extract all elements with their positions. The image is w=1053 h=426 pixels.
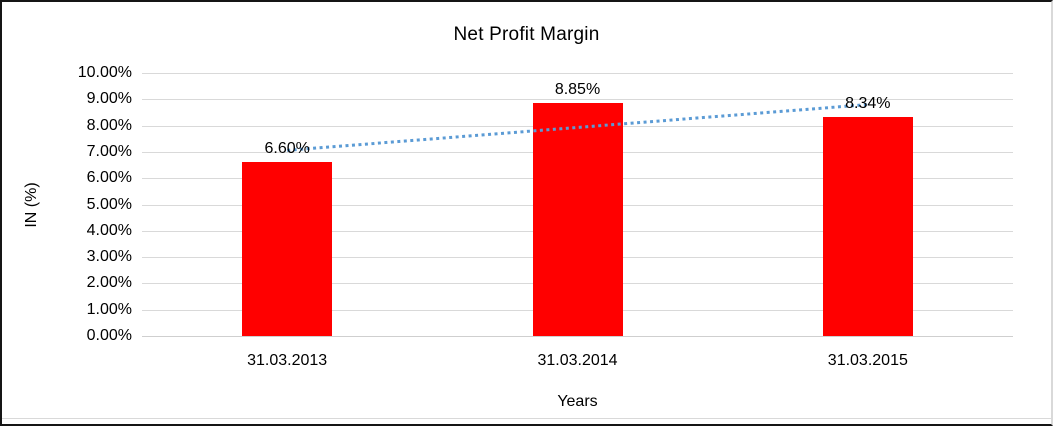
y-tick-label: 9.00% — [86, 90, 132, 108]
x-axis-title: Years — [557, 393, 598, 410]
chart-border-line — [2, 418, 1051, 419]
y-tick-label: 5.00% — [86, 195, 132, 213]
x-tick-label: 31.03.2014 — [537, 352, 618, 369]
y-tick-label: 1.00% — [86, 300, 132, 318]
x-tick-label: 31.03.2013 — [247, 352, 328, 369]
bar-31.03.2013 — [242, 162, 333, 336]
x-axis-line — [142, 336, 1013, 337]
y-tick-label: 4.00% — [86, 221, 132, 239]
y-tick-label: 7.00% — [86, 142, 132, 160]
bar-31.03.2015 — [822, 116, 913, 336]
bar-31.03.2014 — [532, 103, 623, 336]
data-label: 6.60% — [264, 140, 310, 158]
gridline — [142, 73, 1013, 74]
y-tick-label: 3.00% — [86, 248, 132, 266]
y-tick-label: 0.00% — [86, 327, 132, 344]
y-tick-label: 2.00% — [86, 274, 132, 292]
y-tick-label: 8.00% — [86, 116, 132, 134]
data-label: 8.34% — [845, 94, 891, 112]
y-tick-label: 6.00% — [86, 169, 132, 187]
data-label: 8.85% — [554, 81, 601, 99]
gridline — [142, 99, 1013, 101]
chart-title: Net Profit Margin — [453, 24, 600, 45]
plot-area: 6.60% 8.85% 8.34% — [142, 73, 1013, 337]
x-tick-label: 31.03.2015 — [827, 352, 908, 369]
y-tick-label: 10.00% — [77, 64, 132, 81]
